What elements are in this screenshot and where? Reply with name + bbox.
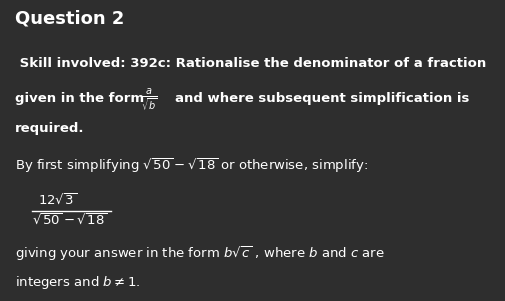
Text: Skill involved: 392c: Rationalise the denominator of a fraction: Skill involved: 392c: Rationalise the de…: [15, 57, 485, 70]
Text: required.: required.: [15, 122, 84, 135]
Text: giving your answer in the form $b\sqrt{c}$ , where $b$ and $c$ are: giving your answer in the form $b\sqrt{c…: [15, 244, 384, 262]
Text: given in the form: given in the form: [15, 92, 148, 105]
Text: and where subsequent simplification is: and where subsequent simplification is: [174, 92, 468, 105]
Text: $\frac{a}{\sqrt{b}}$: $\frac{a}{\sqrt{b}}$: [140, 86, 157, 112]
Text: $\sqrt{50}-\sqrt{18}$: $\sqrt{50}-\sqrt{18}$: [32, 212, 107, 227]
Text: Question 2: Question 2: [15, 9, 124, 27]
Text: integers and $b \neq 1$.: integers and $b \neq 1$.: [15, 274, 140, 291]
Text: By first simplifying $\sqrt{50} - \sqrt{18}$ or otherwise, simplify:: By first simplifying $\sqrt{50} - \sqrt{…: [15, 157, 368, 175]
Text: $12\sqrt{3}$: $12\sqrt{3}$: [38, 193, 77, 208]
